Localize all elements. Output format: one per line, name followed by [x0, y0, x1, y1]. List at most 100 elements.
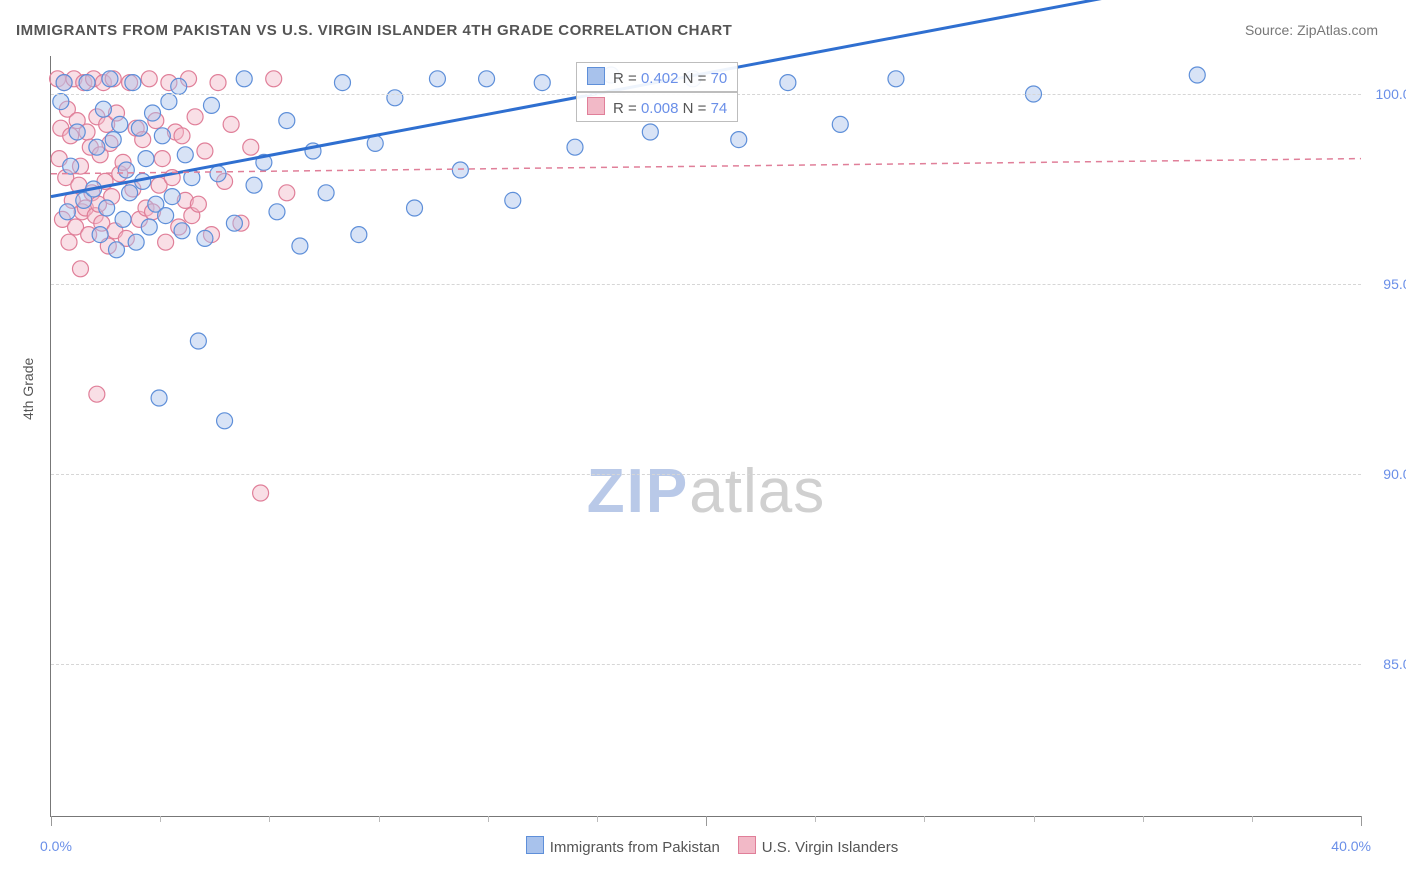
scatter-point — [534, 75, 550, 91]
scatter-point — [128, 234, 144, 250]
legend-stat-box: R = 0.008 N = 74 — [576, 92, 738, 122]
scatter-point — [236, 71, 252, 87]
legend-bottom: Immigrants from Pakistan U.S. Virgin Isla… — [0, 836, 1406, 856]
legend-label: Immigrants from Pakistan — [550, 839, 720, 856]
scatter-point — [1189, 67, 1205, 83]
scatter-point — [177, 147, 193, 163]
scatter-point — [334, 75, 350, 91]
y-axis-label: 4th Grade — [20, 358, 36, 420]
scatter-point — [174, 223, 190, 239]
scatter-point — [105, 132, 121, 148]
scatter-point — [217, 413, 233, 429]
legend-swatch — [526, 836, 544, 854]
scatter-point — [210, 166, 226, 182]
legend-swatch — [587, 67, 605, 85]
scatter-point — [92, 227, 108, 243]
x-tick-minor — [924, 816, 925, 822]
chart-container: IMMIGRANTS FROM PAKISTAN VS U.S. VIRGIN … — [0, 0, 1406, 892]
scatter-point — [246, 177, 262, 193]
scatter-point — [832, 116, 848, 132]
legend-r-label: R = — [613, 70, 641, 87]
scatter-point — [190, 333, 206, 349]
scatter-point — [141, 71, 157, 87]
scatter-point — [151, 390, 167, 406]
gridline — [51, 284, 1361, 285]
scatter-point — [203, 97, 219, 113]
legend-r-label: R = — [613, 100, 641, 117]
scatter-point — [61, 234, 77, 250]
scatter-point — [125, 75, 141, 91]
x-tick-major — [706, 816, 707, 826]
scatter-point — [243, 139, 259, 155]
scatter-point — [479, 71, 495, 87]
legend-r-value: 0.008 — [641, 100, 679, 117]
x-tick-major — [51, 816, 52, 826]
scatter-point — [154, 151, 170, 167]
scatter-point — [102, 71, 118, 87]
scatter-point — [190, 196, 206, 212]
scatter-point — [269, 204, 285, 220]
scatter-point — [154, 128, 170, 144]
scatter-point — [56, 75, 72, 91]
scatter-point — [138, 151, 154, 167]
scatter-point — [888, 71, 904, 87]
chart-svg — [51, 56, 1361, 816]
scatter-point — [53, 94, 69, 110]
x-tick-minor — [160, 816, 161, 822]
scatter-point — [780, 75, 796, 91]
scatter-point — [407, 200, 423, 216]
scatter-point — [63, 158, 79, 174]
legend-swatch — [587, 97, 605, 115]
scatter-point — [158, 208, 174, 224]
scatter-point — [145, 105, 161, 121]
scatter-point — [279, 113, 295, 129]
legend-n-value: 70 — [711, 70, 728, 87]
scatter-point — [99, 200, 115, 216]
scatter-point — [69, 124, 85, 140]
x-tick-minor — [1034, 816, 1035, 822]
scatter-point — [226, 215, 242, 231]
legend-label: U.S. Virgin Islanders — [762, 839, 898, 856]
scatter-point — [187, 109, 203, 125]
scatter-point — [210, 75, 226, 91]
x-tick-minor — [379, 816, 380, 822]
legend-swatch — [738, 836, 756, 854]
scatter-point — [266, 71, 282, 87]
scatter-point — [115, 211, 131, 227]
scatter-point — [197, 143, 213, 159]
scatter-point — [174, 128, 190, 144]
x-tick-minor — [1143, 816, 1144, 822]
scatter-point — [318, 185, 334, 201]
scatter-point — [292, 238, 308, 254]
x-tick-minor — [488, 816, 489, 822]
legend-stat-box: R = 0.402 N = 70 — [576, 62, 738, 92]
scatter-point — [567, 139, 583, 155]
scatter-point — [122, 185, 138, 201]
gridline — [51, 664, 1361, 665]
legend-n-label: N = — [678, 70, 710, 87]
legend-n-label: N = — [678, 100, 710, 117]
y-tick-label: 85.0% — [1383, 656, 1406, 672]
scatter-point — [197, 230, 213, 246]
y-tick-label: 95.0% — [1383, 276, 1406, 292]
x-tick-minor — [815, 816, 816, 822]
scatter-point — [109, 242, 125, 258]
scatter-point — [79, 75, 95, 91]
scatter-point — [118, 162, 134, 178]
legend-r-value: 0.402 — [641, 70, 679, 87]
scatter-point — [89, 139, 105, 155]
scatter-point — [161, 94, 177, 110]
scatter-point — [131, 120, 147, 136]
x-tick-minor — [1252, 816, 1253, 822]
source-label: Source: ZipAtlas.com — [1245, 22, 1378, 38]
x-tick-minor — [597, 816, 598, 822]
legend-n-value: 74 — [711, 100, 728, 117]
chart-title: IMMIGRANTS FROM PAKISTAN VS U.S. VIRGIN … — [16, 22, 732, 39]
scatter-point — [253, 485, 269, 501]
scatter-point — [223, 116, 239, 132]
scatter-point — [95, 101, 111, 117]
gridline — [51, 474, 1361, 475]
scatter-point — [351, 227, 367, 243]
x-tick-major — [1361, 816, 1362, 826]
scatter-point — [452, 162, 468, 178]
